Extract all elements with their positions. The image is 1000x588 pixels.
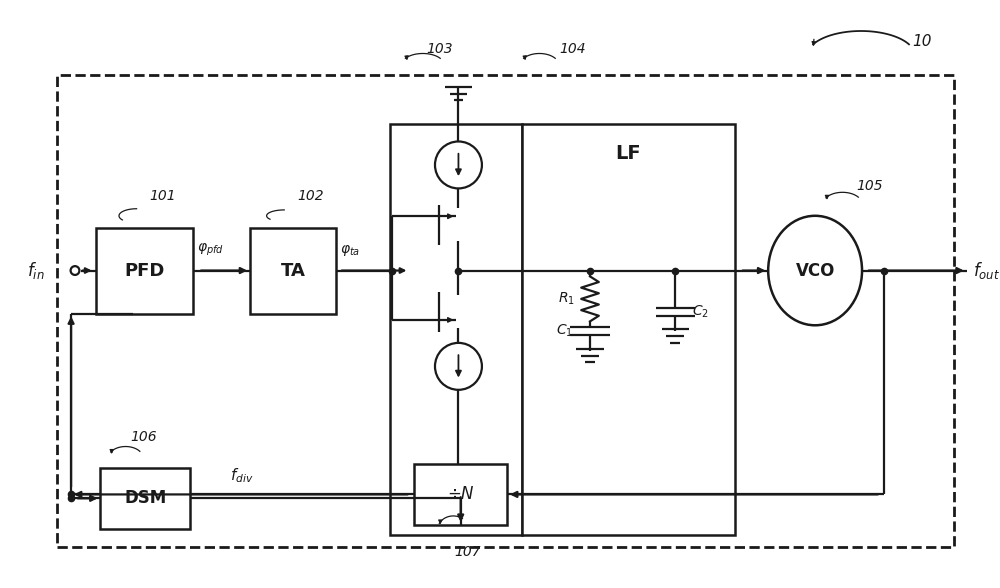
Text: $\div N$: $\div N$ bbox=[447, 486, 475, 503]
Text: CP: CP bbox=[446, 505, 471, 523]
Text: 102: 102 bbox=[297, 189, 324, 203]
Text: $C_1$: $C_1$ bbox=[556, 323, 573, 339]
FancyBboxPatch shape bbox=[414, 464, 507, 524]
Text: LF: LF bbox=[616, 143, 641, 163]
Text: $f_{in}$: $f_{in}$ bbox=[27, 260, 45, 281]
Text: VCO: VCO bbox=[795, 262, 835, 279]
Text: 105: 105 bbox=[856, 179, 883, 193]
FancyBboxPatch shape bbox=[250, 228, 336, 313]
Text: $R_1$: $R_1$ bbox=[558, 290, 575, 307]
Text: 101: 101 bbox=[149, 189, 176, 203]
Text: 103: 103 bbox=[426, 42, 453, 56]
Text: 106: 106 bbox=[131, 430, 157, 444]
Ellipse shape bbox=[768, 216, 862, 325]
FancyBboxPatch shape bbox=[57, 75, 954, 547]
Text: 107: 107 bbox=[455, 545, 481, 559]
Text: $f_{out}$: $f_{out}$ bbox=[973, 260, 1000, 281]
FancyBboxPatch shape bbox=[96, 228, 193, 313]
Text: $C_2$: $C_2$ bbox=[692, 303, 709, 320]
Text: PFD: PFD bbox=[124, 262, 165, 279]
FancyBboxPatch shape bbox=[522, 124, 735, 536]
Text: 10: 10 bbox=[912, 34, 931, 49]
Text: $\varphi_{pfd}$: $\varphi_{pfd}$ bbox=[197, 242, 224, 258]
Text: $f_{div}$: $f_{div}$ bbox=[230, 466, 254, 485]
Text: TA: TA bbox=[281, 262, 305, 279]
Text: 104: 104 bbox=[559, 42, 586, 56]
Text: DSM: DSM bbox=[124, 489, 167, 507]
FancyBboxPatch shape bbox=[390, 124, 522, 536]
FancyBboxPatch shape bbox=[100, 468, 190, 529]
Text: $\varphi_{ta}$: $\varphi_{ta}$ bbox=[340, 243, 360, 258]
